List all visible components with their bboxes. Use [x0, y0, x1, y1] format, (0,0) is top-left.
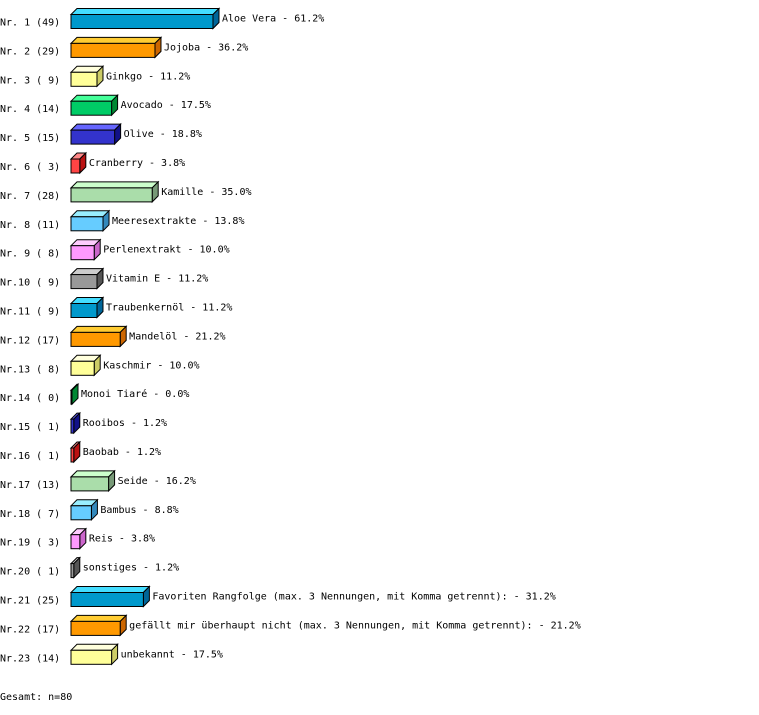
data-label: Favoriten Rangfolge (max. 3 Nennungen, m… — [152, 592, 555, 603]
row-label: Nr.16 ( 1) — [0, 451, 60, 462]
row-label: Nr. 9 ( 8) — [0, 249, 60, 260]
bar — [70, 592, 144, 607]
row-label: Nr.19 ( 3) — [0, 538, 60, 549]
bar — [70, 187, 153, 203]
bar — [70, 331, 121, 347]
row-label: Nr. 6 ( 3) — [0, 162, 60, 173]
data-label: Rooibos - 1.2% — [83, 418, 167, 429]
data-label: Cranberry - 3.8% — [89, 158, 185, 169]
data-label: Olive - 18.8% — [124, 129, 202, 140]
bar — [70, 360, 95, 376]
bar — [70, 216, 104, 232]
bar-top — [69, 614, 128, 622]
bar — [70, 620, 121, 636]
bar — [70, 505, 92, 521]
bar-top — [69, 470, 116, 478]
bar — [70, 129, 116, 145]
data-label: Jojoba - 36.2% — [164, 42, 248, 53]
total-label: Gesamt: n=80 — [0, 692, 73, 703]
row-label: Nr.20 ( 1) — [0, 567, 60, 578]
data-label: Monoi Tiaré - 0.0% — [81, 388, 189, 400]
bar-top — [69, 586, 151, 593]
bar — [70, 563, 75, 579]
bar — [70, 274, 98, 290]
data-label: Reis - 3.8% — [89, 534, 155, 545]
row-label: Nr. 8 (11) — [0, 220, 60, 231]
data-label: unbekannt - 17.5% — [121, 649, 223, 660]
bar — [70, 42, 156, 58]
data-label: Mandelöl - 21.2% — [129, 331, 225, 342]
data-label: Baobab - 1.2% — [83, 447, 161, 458]
data-label: Avocado - 17.5% — [121, 100, 211, 111]
data-label: Aloe Vera - 61.2% — [222, 14, 324, 25]
row-label: Nr.11 ( 9) — [0, 307, 60, 318]
data-label: Bambus - 8.8% — [100, 505, 178, 516]
bar-top — [69, 181, 160, 189]
bar — [70, 418, 75, 434]
bar — [70, 447, 75, 463]
data-label: Meeresextrakte - 13.8% — [112, 216, 244, 227]
data-label: Ginkgo - 11.2% — [106, 71, 190, 82]
bar-top — [69, 94, 119, 102]
bar-top — [69, 123, 122, 131]
data-label: Perlenextrakt - 10.0% — [103, 245, 229, 256]
row-label: Nr.23 (14) — [0, 653, 60, 664]
row-label: Nr. 2 (29) — [0, 46, 60, 57]
row-label: Nr. 5 (15) — [0, 133, 60, 144]
row-label: Nr. 7 (28) — [0, 191, 60, 202]
bar-top — [69, 643, 119, 651]
row-label: Nr.17 (13) — [0, 480, 60, 491]
row-label: Nr.15 ( 1) — [0, 422, 60, 433]
row-label: Nr.21 (25) — [0, 596, 60, 607]
bar — [70, 303, 98, 318]
data-label: gefällt mir überhaupt nicht (max. 3 Nenn… — [129, 620, 581, 631]
data-label: Kaschmir - 10.0% — [103, 360, 199, 371]
data-label: Kamille - 35.0% — [161, 187, 251, 198]
row-label: Nr.14 ( 0) — [0, 393, 60, 404]
bar — [70, 649, 113, 665]
row-label: Nr.13 ( 8) — [0, 364, 60, 375]
row-label: Nr.22 (17) — [0, 624, 60, 635]
bar — [70, 14, 214, 29]
data-label: sonstiges - 1.2% — [83, 563, 179, 574]
row-label: Nr.10 ( 9) — [0, 278, 60, 289]
bar-top — [69, 8, 221, 15]
row-label: Nr. 4 (14) — [0, 104, 60, 115]
bar — [70, 389, 73, 405]
bar — [70, 476, 110, 492]
bar-side — [71, 382, 79, 406]
bar — [70, 245, 95, 261]
data-label: Traubenkernöl - 11.2% — [106, 303, 232, 314]
bar — [70, 71, 98, 87]
row-label: Nr.18 ( 7) — [0, 509, 60, 520]
bar-top — [69, 36, 163, 44]
row-label: Nr. 3 ( 9) — [0, 75, 60, 86]
row-label: Nr. 1 (49) — [0, 18, 60, 29]
data-label: Vitamin E - 11.2% — [106, 274, 208, 285]
bar — [70, 534, 81, 550]
bar-top — [69, 325, 128, 333]
bar — [70, 100, 113, 116]
row-label: Nr.12 (17) — [0, 335, 60, 346]
data-label: Seide - 16.2% — [118, 476, 196, 487]
bar — [70, 158, 81, 174]
